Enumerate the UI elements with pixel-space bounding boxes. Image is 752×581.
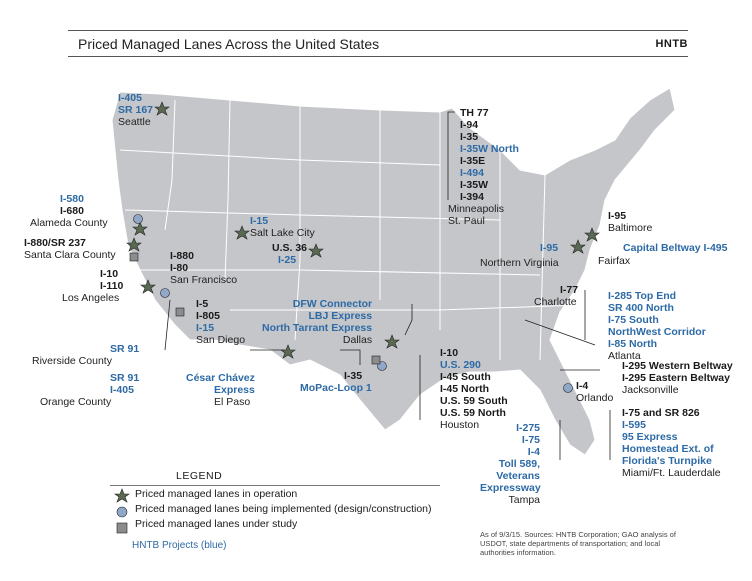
star-alameda (132, 221, 148, 236)
study-markers (129, 252, 381, 365)
star-seattle (154, 101, 170, 116)
legend-item-study: Priced managed lanes under study (135, 518, 298, 530)
leader-lines (164, 111, 611, 460)
label-denver: U.S. 36 I-25 (272, 242, 308, 266)
label-alameda: I-580 I-680 Alameda County (30, 193, 108, 229)
label-santa-clara: I-880/SR 237 Santa Clara County (24, 237, 116, 261)
brand-logo: HNTB (655, 38, 688, 50)
star-nova (570, 239, 586, 254)
label-orlando: I-4 Orlando (576, 380, 614, 404)
square-sf (129, 252, 139, 262)
label-dallas: DFW Connector LBJ Express North Tarrant … (262, 298, 373, 346)
label-austin: I-35 MoPac-Loop 1 (300, 370, 372, 394)
legend-circle-icon (116, 506, 128, 518)
circle-alameda (133, 214, 143, 224)
state-lines (119, 99, 581, 361)
legend-symbols (114, 488, 130, 534)
legend-title: LEGEND (176, 470, 223, 482)
star-elpaso (280, 344, 296, 359)
label-nova: I-95 Capital Beltway I-495 Northern Virg… (480, 242, 728, 269)
source-note: As of 9/3/15. Sources: HNTB Corporation;… (480, 530, 676, 557)
implemented-markers (133, 214, 573, 393)
star-denver (308, 243, 324, 258)
label-la: I-10 I-110 Los Angeles (62, 268, 124, 304)
label-baltimore: I-95 Baltimore (608, 210, 653, 234)
legend-star-icon (114, 488, 130, 503)
label-orange: SR 91 I-405 Orange County (40, 372, 140, 408)
legend-hntb-projects: HNTB Projects (blue) (132, 540, 227, 551)
legend-rule (110, 485, 440, 486)
legend-square-icon (116, 522, 128, 534)
star-dallas (384, 334, 400, 349)
legend-item-implemented: Priced managed lanes being implemented (… (135, 503, 432, 515)
star-baltimore (584, 227, 600, 242)
label-atlanta: I-285 Top End SR 400 North I-75 South No… (608, 290, 706, 362)
title-rule (68, 56, 688, 57)
top-rule (68, 30, 688, 31)
label-slc: I-15 Salt Lake City (250, 215, 315, 239)
label-riverside: SR 91 Riverside County (32, 343, 140, 367)
label-elpaso: César Chávez Express El Paso (186, 372, 255, 408)
label-minneapolis: TH 77 I-94 I-35 I-35W North I-35E I-494 … (448, 107, 519, 227)
label-sd: I-5 I-805 I-15 San Diego (196, 298, 246, 346)
operation-markers (126, 101, 600, 359)
star-sclara (126, 237, 142, 252)
page-title: Priced Managed Lanes Across the United S… (78, 36, 380, 52)
star-slc (234, 225, 250, 240)
label-charlotte: I-77 Charlotte (534, 284, 579, 308)
circle-la (160, 288, 170, 298)
label-seattle: I-405 SR 167 Seattle (118, 92, 154, 128)
label-sf: I-880 I-80 San Francisco (170, 250, 238, 286)
label-tampa: I-275 I-75 I-4 Toll 589, Veterans Expres… (480, 422, 541, 506)
square-sd (175, 307, 185, 317)
label-jacksonville: I-295 Western Beltway I-295 Eastern Belt… (622, 360, 733, 396)
circle-orlando (563, 383, 573, 393)
legend-item-operation: Priced managed lanes in operation (135, 488, 298, 500)
label-houston: I-10 U.S. 290 I-45 South I-45 North U.S.… (440, 347, 508, 431)
star-la (140, 279, 156, 294)
square-austin (371, 355, 381, 365)
label-miami: I-75 and SR 826 I-595 95 Express Homeste… (622, 407, 721, 479)
